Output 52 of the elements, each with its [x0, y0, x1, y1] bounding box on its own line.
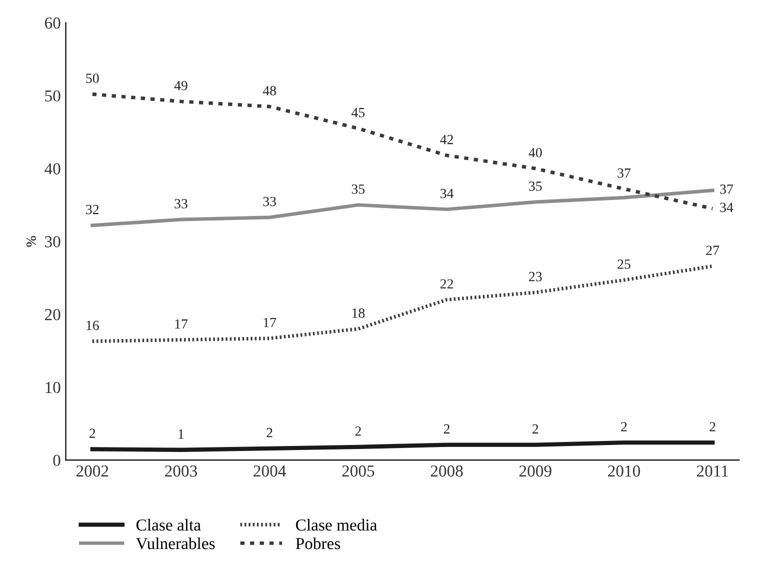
legend-label: Vulnerables	[136, 537, 215, 550]
x-tick-label: 2004	[254, 465, 286, 477]
data-label: 34	[720, 202, 734, 212]
data-label: 50	[86, 74, 99, 83]
data-label: 42	[440, 134, 453, 144]
y-tick-label: 20	[44, 308, 60, 320]
y-tick-label: 10	[46, 382, 60, 394]
data-label: 2	[90, 428, 96, 438]
data-label: 33	[174, 199, 188, 208]
data-label: 18	[352, 308, 365, 318]
data-label: 37	[720, 184, 734, 194]
line-series	[90, 440, 715, 452]
y-tick-label: 30	[45, 236, 60, 248]
data-label: 27	[706, 246, 720, 255]
x-tick-label: 2009	[519, 465, 552, 477]
data-label: 33	[263, 196, 276, 206]
data-label: 17	[264, 318, 276, 328]
x-tick-label: 2011	[696, 465, 728, 477]
data-label: 35	[352, 184, 365, 194]
y-tick-label: 50	[45, 90, 60, 102]
data-label: 45	[352, 108, 365, 118]
data-label: 16	[86, 320, 99, 330]
data-label: 40	[528, 148, 542, 158]
data-label: 2	[444, 424, 450, 434]
data-label: 22	[440, 279, 453, 288]
x-tick-label: 2008	[430, 465, 463, 477]
data-label: 2	[355, 426, 361, 436]
legend-label: Clase alta	[136, 518, 201, 531]
data-label: 48	[262, 86, 276, 96]
data-label: 23	[529, 272, 542, 282]
x-tick-label: 2010	[608, 465, 640, 477]
data-label: 2	[266, 428, 272, 438]
data-label: 2	[710, 422, 716, 432]
data-label: 49	[174, 80, 188, 90]
data-label: 25	[618, 260, 630, 269]
x-tick-label: 2002	[76, 465, 108, 477]
data-label: 1	[178, 429, 184, 439]
data-label: 2	[532, 424, 538, 434]
x-tick-label: 2005	[342, 465, 374, 477]
data-label: 34	[440, 188, 454, 198]
y-axis-title: %	[26, 236, 36, 247]
y-tick-label: 0	[53, 454, 60, 466]
y-tick-label: 60	[44, 17, 60, 29]
data-label: 37	[618, 168, 631, 178]
legend-label: Clase media	[296, 518, 378, 531]
data-label: 32	[86, 204, 99, 214]
data-label: 17	[175, 319, 188, 329]
data-label: 2	[621, 422, 627, 432]
x-tick-label: 2003	[165, 465, 197, 477]
data-label: 35	[529, 182, 542, 191]
y-tick-label: 40	[44, 163, 60, 174]
legend-label: Pobres	[296, 537, 340, 550]
